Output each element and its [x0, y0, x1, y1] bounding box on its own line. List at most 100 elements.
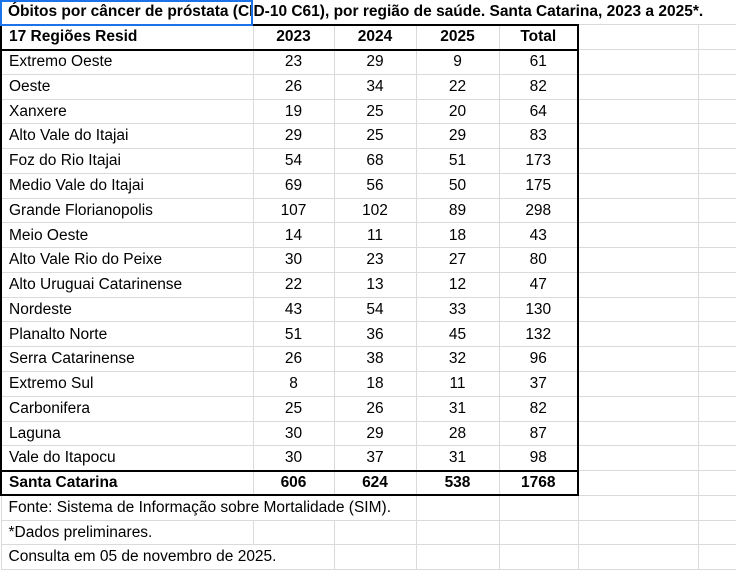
empty-cell[interactable] — [498, 494, 579, 521]
cell-2024[interactable]: 37 — [333, 445, 417, 472]
cell-total[interactable]: 82 — [498, 395, 579, 422]
cell-2024[interactable]: 13 — [333, 271, 417, 298]
cell-2023[interactable]: 26 — [252, 346, 335, 372]
cell-total[interactable]: 132 — [498, 321, 579, 348]
cell-region[interactable]: Alto Vale Rio do Peixe — [0, 247, 254, 273]
empty-cell[interactable] — [252, 519, 335, 546]
cell-total[interactable]: 298 — [498, 197, 579, 224]
cell-total[interactable]: 98 — [498, 445, 579, 472]
cell-2023[interactable]: 29 — [252, 123, 335, 150]
cell-2023[interactable]: 30 — [252, 247, 335, 273]
cell-2024[interactable]: 38 — [333, 346, 417, 372]
cell-region[interactable]: Serra Catarinense — [0, 346, 254, 372]
cell-region[interactable]: Grande Florianopolis — [0, 197, 254, 224]
cell-2023[interactable]: 22 — [252, 271, 335, 298]
empty-cell[interactable] — [577, 370, 699, 397]
header-2024[interactable]: 2024 — [333, 23, 417, 51]
cell-2024[interactable]: 102 — [333, 197, 417, 224]
empty-cell[interactable] — [577, 494, 699, 521]
footnote-query-date[interactable]: Consulta em 05 de novembro de 2025. — [0, 544, 335, 570]
cell-2023[interactable]: 30 — [252, 445, 335, 472]
empty-cell[interactable] — [697, 544, 736, 570]
empty-cell[interactable] — [415, 519, 500, 546]
empty-cell[interactable] — [498, 519, 579, 546]
empty-cell[interactable] — [577, 98, 699, 125]
cell-region[interactable]: Alto Vale do Itajai — [0, 123, 254, 150]
header-total[interactable]: Total — [498, 23, 579, 51]
cell-2023[interactable]: 107 — [252, 197, 335, 224]
header-2025[interactable]: 2025 — [415, 23, 500, 51]
cell-region[interactable]: Meio Oeste — [0, 222, 254, 249]
empty-cell[interactable] — [697, 98, 736, 125]
footnote-preliminary[interactable]: *Dados preliminares. — [0, 519, 254, 546]
total-2025-cell[interactable]: 538 — [415, 469, 500, 497]
cell-2023[interactable]: 19 — [252, 98, 335, 125]
cell-2025[interactable]: 32 — [415, 346, 500, 372]
empty-cell[interactable] — [577, 148, 699, 174]
cell-2025[interactable]: 9 — [415, 49, 500, 75]
cell-2025[interactable]: 22 — [415, 73, 500, 100]
empty-cell[interactable] — [577, 49, 699, 75]
cell-2024[interactable]: 18 — [333, 370, 417, 397]
cell-2025[interactable]: 20 — [415, 98, 500, 125]
empty-cell[interactable] — [697, 470, 736, 496]
cell-2024[interactable]: 29 — [333, 420, 417, 447]
cell-2025[interactable]: 33 — [415, 296, 500, 323]
cell-region[interactable]: Vale do Itapocu — [0, 445, 254, 472]
cell-2023[interactable]: 26 — [252, 73, 335, 100]
cell-region[interactable]: Alto Uruguai Catarinense — [0, 271, 254, 298]
empty-cell[interactable] — [415, 494, 500, 521]
empty-cell[interactable] — [697, 519, 736, 546]
cell-total[interactable]: 130 — [498, 296, 579, 323]
empty-cell[interactable] — [697, 247, 736, 273]
empty-cell[interactable] — [577, 123, 699, 150]
empty-cell[interactable] — [697, 24, 736, 51]
empty-cell[interactable] — [697, 49, 736, 75]
cell-2024[interactable]: 68 — [333, 148, 417, 174]
cell-2025[interactable]: 12 — [415, 271, 500, 298]
cell-2025[interactable]: 89 — [415, 197, 500, 224]
empty-cell[interactable] — [577, 346, 699, 372]
cell-total[interactable]: 96 — [498, 346, 579, 372]
cell-2025[interactable]: 31 — [415, 395, 500, 422]
cell-region[interactable]: Extremo Sul — [0, 370, 254, 397]
empty-cell[interactable] — [697, 172, 736, 199]
empty-cell[interactable] — [697, 296, 736, 323]
cell-2023[interactable]: 14 — [252, 222, 335, 249]
cell-2023[interactable]: 54 — [252, 148, 335, 174]
cell-total[interactable]: 37 — [498, 370, 579, 397]
cell-region[interactable]: Laguna — [0, 420, 254, 447]
total-2023-cell[interactable]: 606 — [252, 469, 335, 497]
cell-2024[interactable]: 34 — [333, 73, 417, 100]
total-region-cell[interactable]: Santa Catarina — [0, 469, 254, 497]
cell-2024[interactable]: 11 — [333, 222, 417, 249]
empty-cell[interactable] — [577, 544, 699, 570]
empty-cell[interactable] — [577, 222, 699, 249]
cell-2025[interactable]: 18 — [415, 222, 500, 249]
empty-cell[interactable] — [333, 519, 417, 546]
empty-cell[interactable] — [697, 222, 736, 249]
cell-2025[interactable]: 51 — [415, 148, 500, 174]
cell-total[interactable]: 61 — [498, 49, 579, 75]
cell-total[interactable]: 173 — [498, 148, 579, 174]
cell-2024[interactable]: 36 — [333, 321, 417, 348]
cell-region[interactable]: Planalto Norte — [0, 321, 254, 348]
cell-region[interactable]: Extremo Oeste — [0, 49, 254, 75]
cell-2024[interactable]: 54 — [333, 296, 417, 323]
empty-cell[interactable] — [415, 544, 500, 570]
empty-cell[interactable] — [697, 321, 736, 348]
empty-cell[interactable] — [697, 494, 736, 521]
empty-cell[interactable] — [697, 370, 736, 397]
empty-cell[interactable] — [577, 296, 699, 323]
cell-2025[interactable]: 50 — [415, 172, 500, 199]
empty-cell[interactable] — [697, 148, 736, 174]
empty-cell[interactable] — [697, 197, 736, 224]
empty-cell[interactable] — [577, 445, 699, 472]
cell-2024[interactable]: 25 — [333, 98, 417, 125]
empty-cell[interactable] — [577, 271, 699, 298]
cell-total[interactable]: 83 — [498, 123, 579, 150]
cell-total[interactable]: 47 — [498, 271, 579, 298]
cell-region[interactable]: Medio Vale do Itajai — [0, 172, 254, 199]
empty-cell[interactable] — [577, 24, 699, 51]
empty-cell[interactable] — [697, 346, 736, 372]
